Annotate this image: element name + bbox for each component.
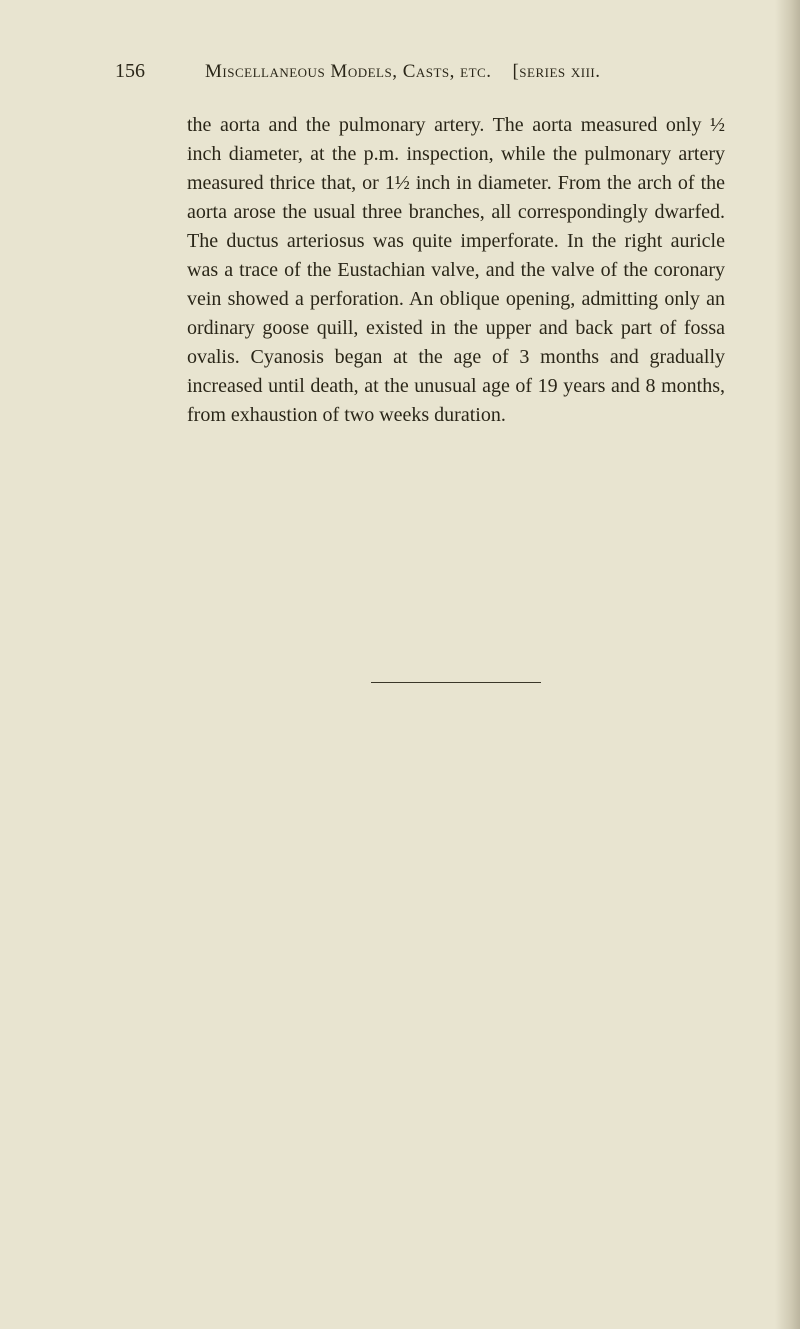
page-number: 156 xyxy=(115,60,145,83)
divider-line xyxy=(371,682,541,683)
body-paragraph: the aorta and the pulmonary artery. The … xyxy=(187,111,725,430)
running-title-right: [series xiii. xyxy=(512,61,600,82)
page-header: 156 Miscellaneous Models, Casts, etc. [s… xyxy=(115,60,725,83)
running-title-left: Miscellaneous Models, Casts, etc. xyxy=(205,61,491,82)
page-container: 156 Miscellaneous Models, Casts, etc. [s… xyxy=(0,0,800,1329)
running-title: Miscellaneous Models, Casts, etc. [serie… xyxy=(205,61,601,83)
section-divider xyxy=(187,670,725,688)
page-edge-shadow xyxy=(775,0,800,1329)
